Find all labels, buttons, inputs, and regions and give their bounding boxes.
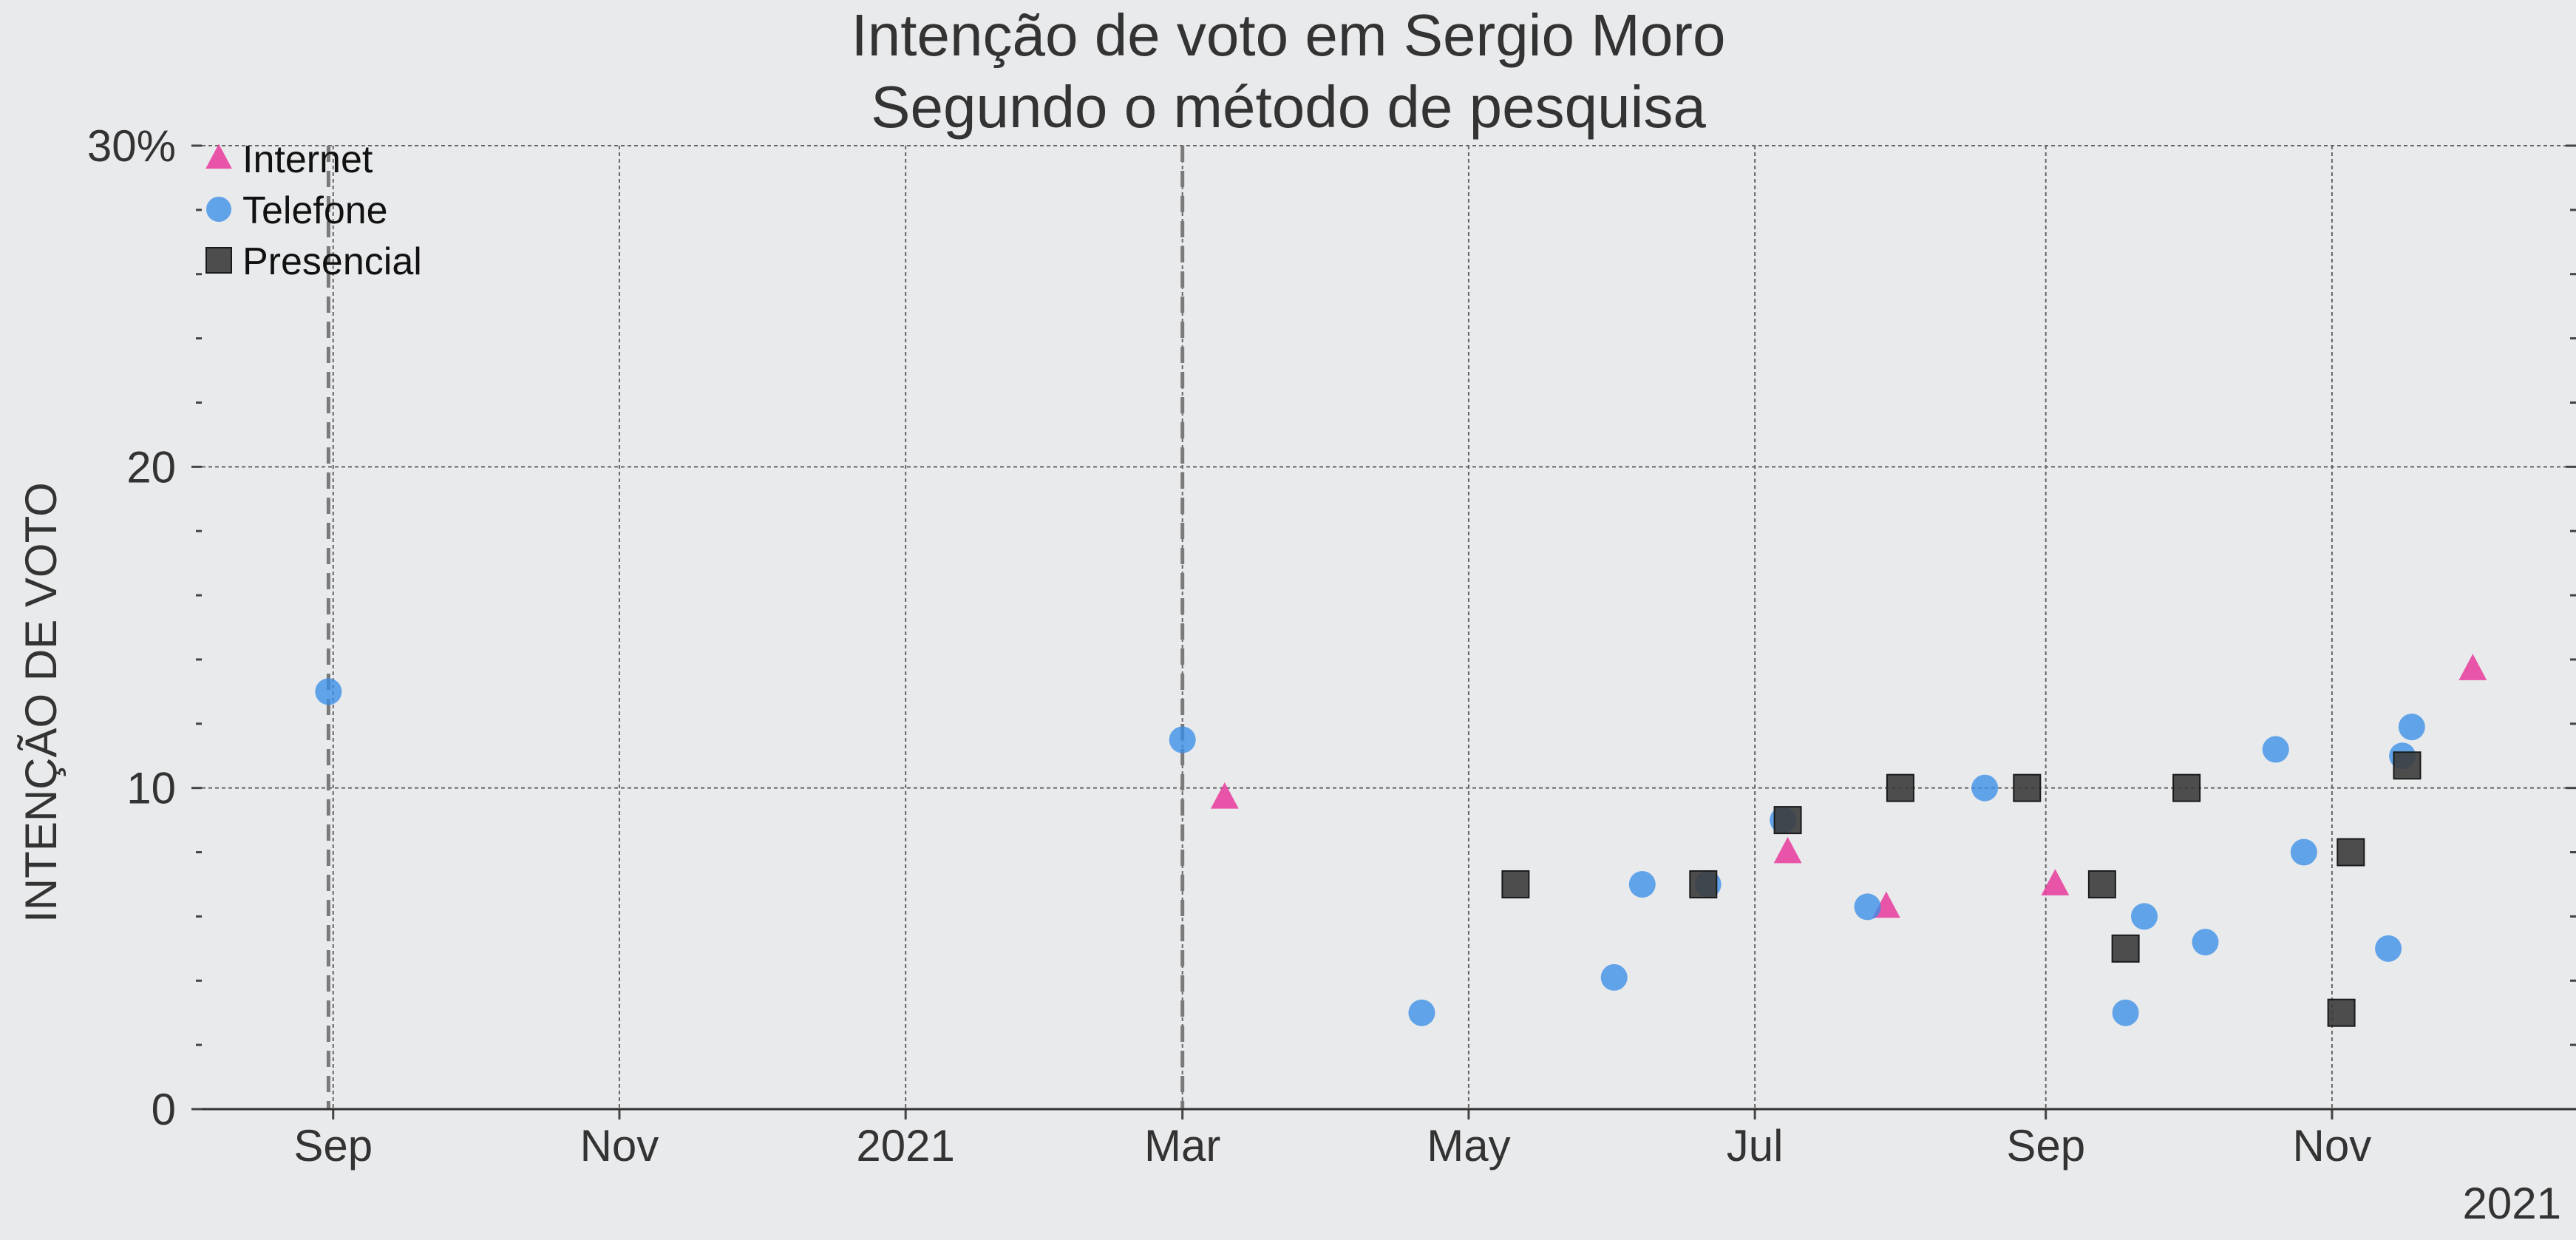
- chart-title: Intenção de voto em Sergio Moro: [852, 2, 1726, 68]
- point-presencial: [2013, 773, 2042, 802]
- point-telefone: [2398, 714, 2425, 741]
- point-presencial: [1773, 806, 1802, 835]
- point-telefone: [1854, 893, 1881, 921]
- point-telefone: [2290, 838, 2317, 866]
- chart-subtitle: Segundo o método de pesquisa: [871, 74, 1706, 140]
- y-tick-label: 20: [126, 442, 176, 492]
- x-tick-label: May: [1427, 1121, 1510, 1170]
- point-telefone: [1169, 726, 1196, 753]
- legend-label-telefone: Telefone: [242, 189, 388, 232]
- point-internet: [1210, 782, 1239, 809]
- point-presencial: [1886, 773, 1914, 802]
- point-presencial: [1689, 870, 1718, 898]
- point-telefone: [1600, 963, 1628, 991]
- point-presencial: [2327, 998, 2356, 1027]
- point-telefone: [2192, 929, 2219, 956]
- point-presencial: [2172, 773, 2201, 802]
- x-tick-label: Sep: [2006, 1121, 2085, 1170]
- point-presencial: [2337, 838, 2365, 867]
- point-telefone: [1971, 774, 1999, 802]
- x-tick-label: Nov: [580, 1121, 659, 1170]
- x-tick-label: Mar: [1144, 1121, 1220, 1170]
- x-tick-label: Nov: [2293, 1121, 2372, 1170]
- x-axis-corner-label: 2021: [2463, 1179, 2561, 1228]
- legend-marker-internet: [205, 143, 232, 169]
- x-tick-label: 2021: [856, 1121, 954, 1170]
- point-telefone: [2375, 935, 2402, 962]
- point-telefone: [2131, 903, 2158, 930]
- y-axis-label: INTENÇÃO DE VOTO: [16, 482, 66, 923]
- y-tick-label: 30%: [87, 121, 176, 171]
- point-internet: [1773, 836, 1802, 864]
- point-internet: [2041, 869, 2070, 895]
- x-tick-label: Sep: [293, 1121, 373, 1170]
- point-telefone: [1408, 999, 1435, 1026]
- point-telefone: [315, 678, 342, 705]
- plot-area: 0 10 20 30% Sep Nov 2021 Mar May Jul Sep Nov Interne…: [87, 121, 2576, 1170]
- point-presencial: [2087, 870, 2116, 898]
- legend-label-internet: Internet: [242, 138, 373, 181]
- legend-marker-telefone: [206, 197, 231, 222]
- point-presencial: [2393, 751, 2422, 780]
- point-presencial: [1501, 870, 1530, 898]
- point-telefone: [2262, 736, 2289, 763]
- y-tick-label: 10: [126, 764, 176, 813]
- y-tick-label: 0: [152, 1085, 176, 1134]
- legend-marker-presencial: [205, 247, 232, 274]
- point-internet: [2458, 654, 2487, 680]
- point-telefone: [1628, 870, 1656, 898]
- point-presencial: [2111, 934, 2140, 963]
- x-tick-label: Jul: [1727, 1121, 1784, 1170]
- legend-label-presencial: Presencial: [242, 240, 422, 283]
- point-telefone: [2112, 999, 2139, 1026]
